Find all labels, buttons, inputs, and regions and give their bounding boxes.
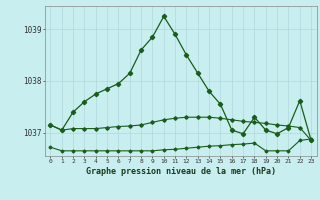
X-axis label: Graphe pression niveau de la mer (hPa): Graphe pression niveau de la mer (hPa) [86, 167, 276, 176]
